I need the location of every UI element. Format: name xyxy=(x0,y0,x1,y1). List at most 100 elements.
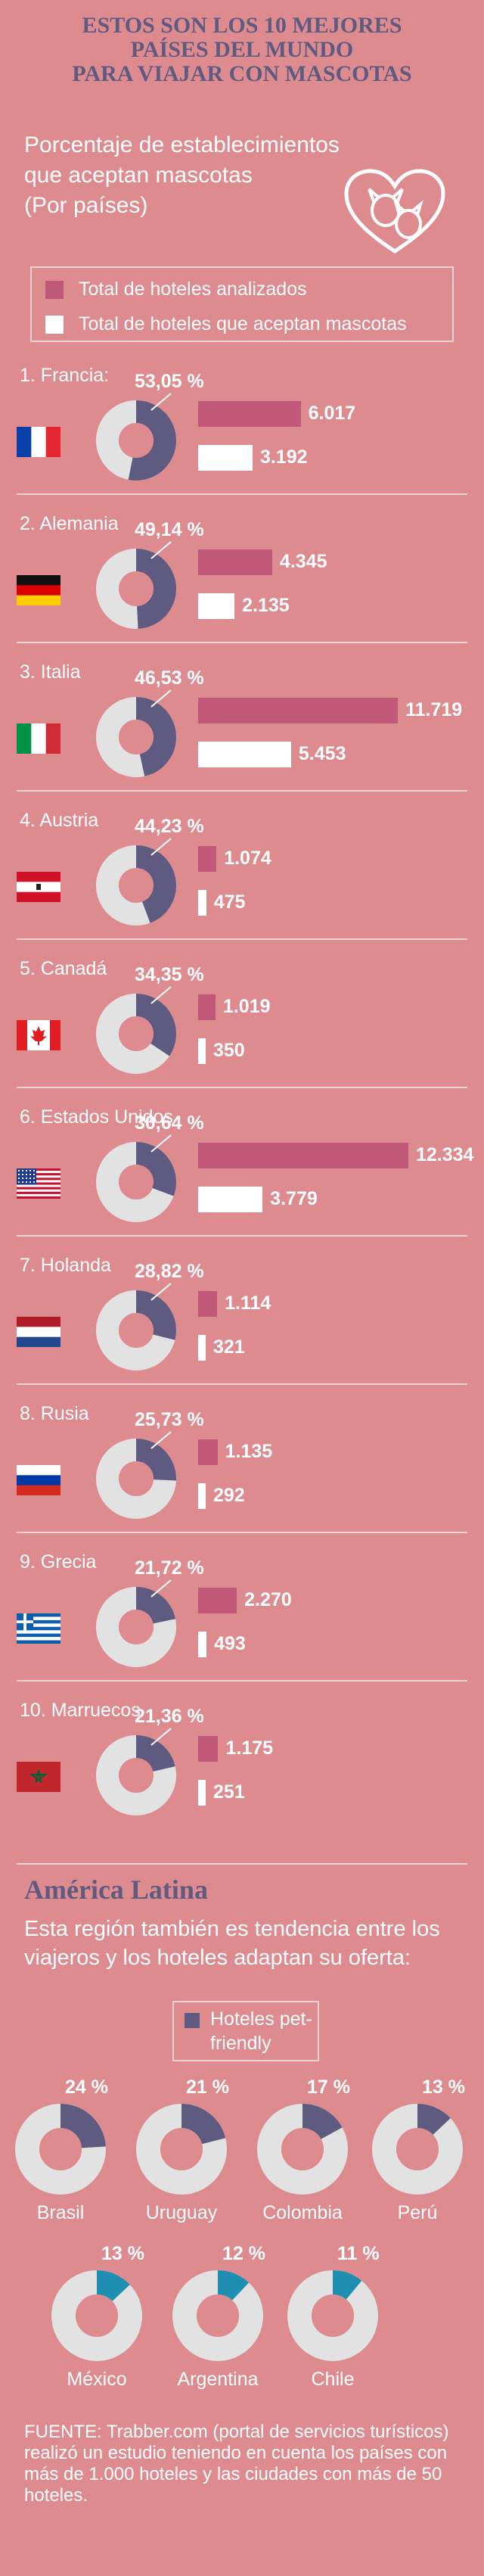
bar-total-hotels xyxy=(198,401,301,427)
latam-donut-segment xyxy=(51,2270,142,2361)
country-donut xyxy=(96,1587,176,1667)
percent-label: 25,73 % xyxy=(135,1409,204,1430)
bar-total-value: 4.345 xyxy=(279,551,327,572)
country-name: 6. Estados Unidos xyxy=(20,1106,173,1128)
country-donut xyxy=(96,994,176,1074)
latam-donut xyxy=(15,2104,106,2195)
bar-pet-hotels xyxy=(198,742,291,767)
legend-item-pet: Total de hoteles que aceptan mascotas xyxy=(45,313,407,335)
percent-label: 46,53 % xyxy=(135,667,204,689)
bar-total-hotels xyxy=(198,1736,219,1762)
country-name: 1. Francia: xyxy=(20,365,110,386)
country-donut-segment xyxy=(96,697,176,777)
country-donut xyxy=(96,697,176,777)
pet-heart-icon xyxy=(344,169,445,254)
title-line-1: Estos son los 10 mejores xyxy=(82,13,402,38)
bar-total-value: 1.135 xyxy=(225,1441,273,1462)
latam-percent-label: 21 % xyxy=(186,2077,229,2098)
latam-donut xyxy=(372,2104,463,2195)
country-name: 4. Austria xyxy=(20,810,99,831)
country-donut-segment xyxy=(96,1587,176,1667)
bar-pet-value: 3.779 xyxy=(270,1188,318,1209)
latam-percent-label: 12 % xyxy=(222,2243,265,2264)
latam-donut xyxy=(136,2104,227,2195)
latam-donut xyxy=(172,2270,263,2361)
country-donut-segment xyxy=(96,845,176,926)
country-donut-segment xyxy=(96,1439,176,1519)
bar-total-value: 1.114 xyxy=(225,1293,271,1314)
country-donut-segment xyxy=(96,1735,176,1815)
percent-label: 28,82 % xyxy=(135,1261,204,1282)
bar-pet-value: 350 xyxy=(213,1040,245,1061)
bar-pet-hotels xyxy=(198,1335,206,1361)
country-donut xyxy=(96,1735,176,1815)
germany-flag xyxy=(17,575,60,605)
latam-country-name: Perú xyxy=(397,2202,438,2223)
legend-swatch-pet xyxy=(45,315,64,334)
bar-total-value: 1.175 xyxy=(225,1738,274,1759)
bar-pet-value: 2.135 xyxy=(242,595,290,616)
bar-total-value: 11.719 xyxy=(405,699,463,720)
percent-label: 53,05 % xyxy=(135,371,204,392)
bar-total-hotels xyxy=(198,549,272,575)
bar-pet-hotels xyxy=(198,1483,206,1509)
latam-country-name: Uruguay xyxy=(145,2202,218,2223)
latam-legend-swatch xyxy=(185,2013,200,2028)
chart-subtitle: Porcentaje de establecimientos que acept… xyxy=(24,130,342,221)
row-divider xyxy=(17,1087,467,1088)
country-name: 9. Grecia xyxy=(20,1551,97,1573)
latam-country-name: Colombia xyxy=(262,2202,343,2223)
legend-item-total: Total de hoteles analizados xyxy=(45,278,307,300)
latam-percent-label: 13 % xyxy=(422,2077,465,2098)
title-line-2: países del mundo xyxy=(130,37,354,62)
bar-total-hotels xyxy=(198,1588,237,1613)
legend-label-pet: Total de hoteles que aceptan mascotas xyxy=(79,313,407,334)
canada-flag-graphic xyxy=(17,1020,60,1050)
bar-total-value: 12.334 xyxy=(416,1144,474,1165)
latam-donut-segment xyxy=(136,2104,227,2195)
bar-pet-value: 5.453 xyxy=(298,743,346,764)
latam-legend-label: Hoteles pet-friendly xyxy=(210,2008,312,2054)
latam-country-name: Argentina xyxy=(177,2369,259,2390)
bar-pet-hotels xyxy=(198,445,253,471)
greece-flag-graphic xyxy=(17,1613,60,1644)
source-note: FUENTE: Trabber.com (portal de servicios… xyxy=(24,2422,449,2506)
chart-legend: Total de hoteles analizados Total de hot… xyxy=(30,266,454,342)
france-flag xyxy=(17,427,60,457)
bar-pet-hotels xyxy=(198,1632,207,1657)
latam-donut xyxy=(287,2270,378,2361)
latam-legend: Hoteles pet-friendly xyxy=(172,2001,319,2061)
country-donut-segment xyxy=(96,549,176,629)
latam-donut-segment xyxy=(372,2104,463,2195)
row-divider xyxy=(17,642,467,643)
latam-percent-label: 11 % xyxy=(337,2243,380,2264)
latam-percent-label: 24 % xyxy=(65,2077,108,2098)
row-divider xyxy=(17,1235,467,1237)
bar-pet-hotels xyxy=(198,890,206,916)
bar-total-hotels xyxy=(198,1291,218,1317)
country-donut-segment xyxy=(96,1290,176,1370)
bar-pet-value: 321 xyxy=(213,1336,245,1358)
subtitle-line-3: (Por países) xyxy=(24,193,148,218)
italy-flag xyxy=(17,723,60,754)
germany-flag-graphic xyxy=(17,575,60,605)
latam-country-name: Brasil xyxy=(36,2202,85,2223)
page-title: Estos son los 10 mejores países del mund… xyxy=(0,14,484,86)
bar-total-hotels xyxy=(198,1439,218,1465)
title-line-3: para viajar con mascotas xyxy=(72,61,412,86)
latam-donut-segment xyxy=(15,2104,106,2195)
bar-total-hotels xyxy=(198,994,216,1020)
row-divider xyxy=(17,938,467,940)
bar-total-hotels xyxy=(198,1143,408,1168)
row-divider xyxy=(17,1532,467,1533)
latam-donut-segment xyxy=(257,2104,348,2195)
italy-flag-graphic xyxy=(17,723,60,754)
percent-label: 44,23 % xyxy=(135,816,204,837)
austria-flag xyxy=(17,872,60,902)
row-divider xyxy=(17,1383,467,1385)
bar-pet-hotels xyxy=(198,593,235,619)
country-name: 2. Alemania xyxy=(20,513,119,534)
country-donut-segment xyxy=(96,400,176,481)
country-donut-segment xyxy=(96,1142,176,1222)
latam-donut xyxy=(257,2104,348,2195)
